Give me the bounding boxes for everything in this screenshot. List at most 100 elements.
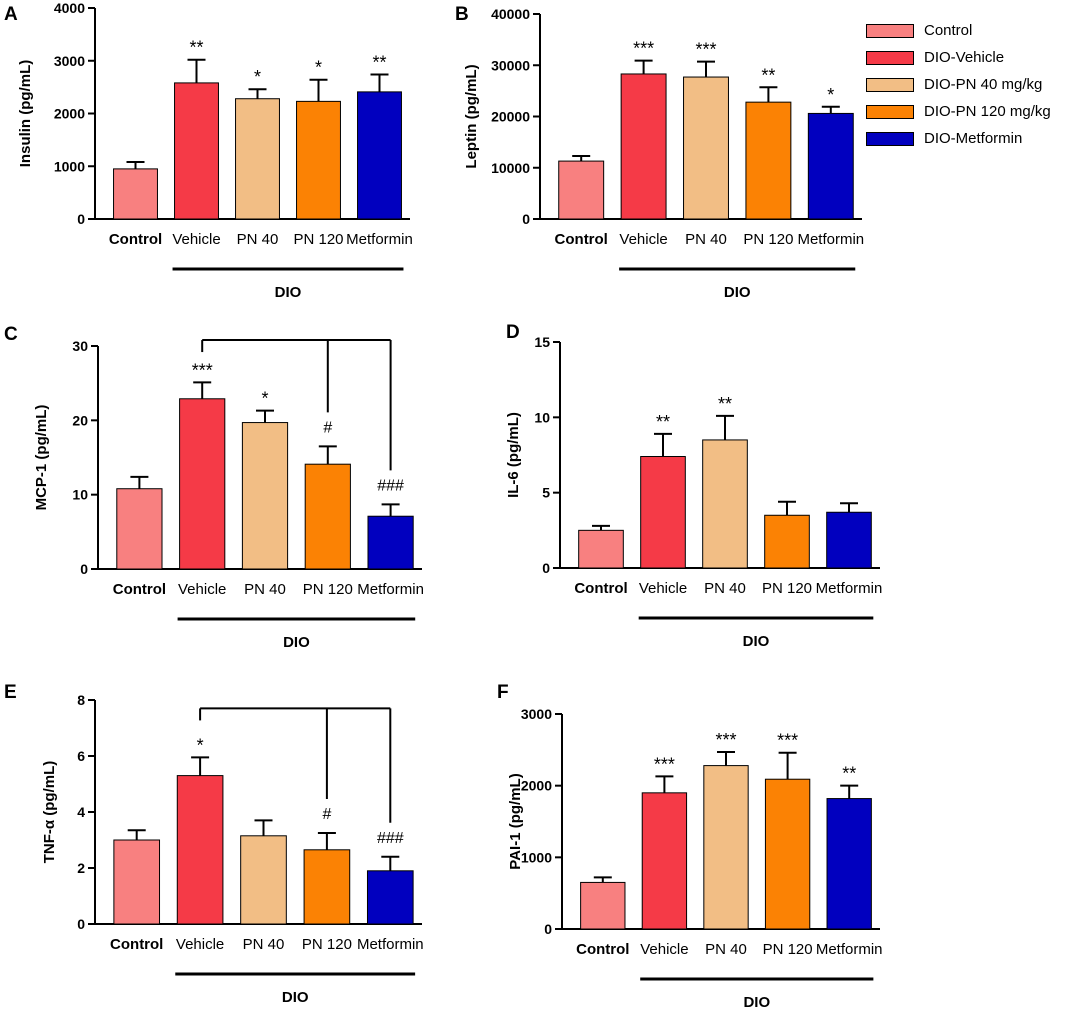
x-tick-label: PN 120 <box>743 231 793 248</box>
y-tick-label: 30000 <box>491 57 530 73</box>
panel-letter: E <box>4 682 17 703</box>
y-axis-label: TNF-α (pg/mL) <box>41 761 58 864</box>
x-tick-label: Vehicle <box>619 231 667 248</box>
x-tick-label: Control <box>574 580 627 597</box>
x-tick-label: PN 120 <box>762 580 812 597</box>
legend: Control DIO-Vehicle DIO-PN 40 mg/kg DIO-PN … <box>866 18 1051 153</box>
x-tick-label: Vehicle <box>176 936 224 953</box>
y-tick-label: 4 <box>77 804 85 820</box>
x-tick-label: Metformin <box>816 580 883 597</box>
x-tick-label: Vehicle <box>172 231 220 248</box>
significance-label: ### <box>377 477 404 494</box>
significance-label: *** <box>695 40 716 60</box>
bar-pn-40 <box>703 765 749 930</box>
significance-label: ** <box>189 38 203 58</box>
significance-label: *** <box>192 360 213 380</box>
x-tick-label: PN 120 <box>303 581 353 598</box>
y-tick-label: 0 <box>77 916 85 932</box>
panel-d: D IL-6 (pg/mL) 0 5 10 15 Control Vehicle ** PN 40… <box>505 322 882 650</box>
x-tick-label: Metformin <box>346 231 413 248</box>
legend-label: DIO-Metformin <box>924 130 1023 147</box>
bar-pn-40 <box>241 422 289 570</box>
y-tick-label: 10 <box>534 409 550 425</box>
x-tick-label: Metformin <box>357 936 424 953</box>
y-axis-label: PAI-1 (pg/mL) <box>507 773 524 869</box>
bar-pn-120 <box>296 100 341 220</box>
significance-label: # <box>322 806 331 823</box>
x-tick-label: Control <box>110 936 163 953</box>
significance-label: ** <box>372 52 386 72</box>
x-tick-label: Vehicle <box>640 941 688 958</box>
bar-vehicle <box>176 775 224 925</box>
bar-metformin <box>357 91 402 220</box>
x-tick-label: Metformin <box>357 581 424 598</box>
x-tick-label: Control <box>555 231 608 248</box>
y-tick-label: 30 <box>72 338 88 354</box>
y-tick-label: 4000 <box>54 0 85 16</box>
bar-control <box>558 160 605 220</box>
y-axis-label: MCP-1 (pg/mL) <box>33 405 50 511</box>
significance-label: *** <box>633 39 654 59</box>
group-label: DIO <box>283 634 310 651</box>
legend-item: DIO-Vehicle <box>866 45 1051 70</box>
bar-metformin <box>367 515 414 570</box>
bar-pn-120 <box>304 463 351 570</box>
y-axis-label: Insulin (pg/mL) <box>17 60 34 167</box>
group-label: DIO <box>743 994 770 1011</box>
bar-pn-40 <box>702 439 748 569</box>
legend-item: DIO-Metformin <box>866 126 1051 151</box>
y-tick-label: 1000 <box>54 158 85 174</box>
panel-e: E TNF-α (pg/mL) 0 2 4 6 8 Control Vehicle * PN 40 P… <box>4 682 424 1006</box>
bar-metformin <box>366 870 414 925</box>
bar-vehicle <box>641 792 688 930</box>
significance-label: * <box>261 389 268 409</box>
significance-label: ** <box>761 65 775 85</box>
legend-label: Control <box>924 22 973 39</box>
x-tick-label: Control <box>113 581 166 598</box>
bar-vehicle <box>640 456 686 569</box>
x-tick-label: Control <box>576 941 629 958</box>
y-tick-label: 15 <box>534 334 550 350</box>
significance-label: * <box>315 58 322 78</box>
bar-control <box>578 529 624 569</box>
x-tick-label: PN 40 <box>243 936 285 953</box>
bar-metformin <box>826 511 872 569</box>
legend-label: DIO-Vehicle <box>924 49 1005 66</box>
y-tick-label: 3000 <box>521 706 552 722</box>
group-label: DIO <box>282 989 309 1006</box>
y-tick-label: 3000 <box>54 53 85 69</box>
panel-letter: F <box>497 682 509 703</box>
group-label: DIO <box>275 284 302 301</box>
legend-label: DIO-PN 40 mg/kg <box>924 76 1043 93</box>
y-tick-label: 2000 <box>521 778 552 794</box>
legend-item: DIO-PN 40 mg/kg <box>866 72 1051 97</box>
bar-control <box>113 168 158 220</box>
y-tick-label: 0 <box>522 211 530 227</box>
bar-pn-120 <box>764 778 811 930</box>
panel-a: A Insulin (pg/mL) 0 1000 2000 3000 4000 Control… <box>4 0 413 301</box>
legend-item: Control <box>866 18 1051 43</box>
legend-label: DIO-PN 120 mg/kg <box>924 103 1051 120</box>
panel-f: F PAI-1 (pg/mL) 0 1000 2000 3000 Control Vehicl… <box>497 682 883 1011</box>
legend-swatch <box>866 50 914 65</box>
x-tick-label: PN 40 <box>705 941 747 958</box>
x-tick-label: Vehicle <box>639 580 687 597</box>
group-label: DIO <box>724 284 751 301</box>
bar-pn-120 <box>303 849 351 925</box>
y-tick-label: 5 <box>542 485 550 501</box>
y-tick-label: 2000 <box>54 106 85 122</box>
significance-label: * <box>827 85 834 105</box>
bar-pn-40 <box>235 98 280 220</box>
y-axis-label: Leptin (pg/mL) <box>463 64 480 168</box>
y-tick-label: 10 <box>72 487 88 503</box>
y-tick-label: 10000 <box>491 160 530 176</box>
legend-swatch <box>866 23 914 38</box>
y-tick-label: 0 <box>80 561 88 577</box>
legend-item: DIO-PN 120 mg/kg <box>866 99 1051 124</box>
panel-c: C MCP-1 (pg/mL) 0 10 20 30 Control Vehicle *** PN… <box>4 324 424 651</box>
legend-swatch <box>866 131 914 146</box>
bar-vehicle <box>179 398 226 570</box>
bar-pn-120 <box>745 101 792 220</box>
legend-swatch <box>866 77 914 92</box>
